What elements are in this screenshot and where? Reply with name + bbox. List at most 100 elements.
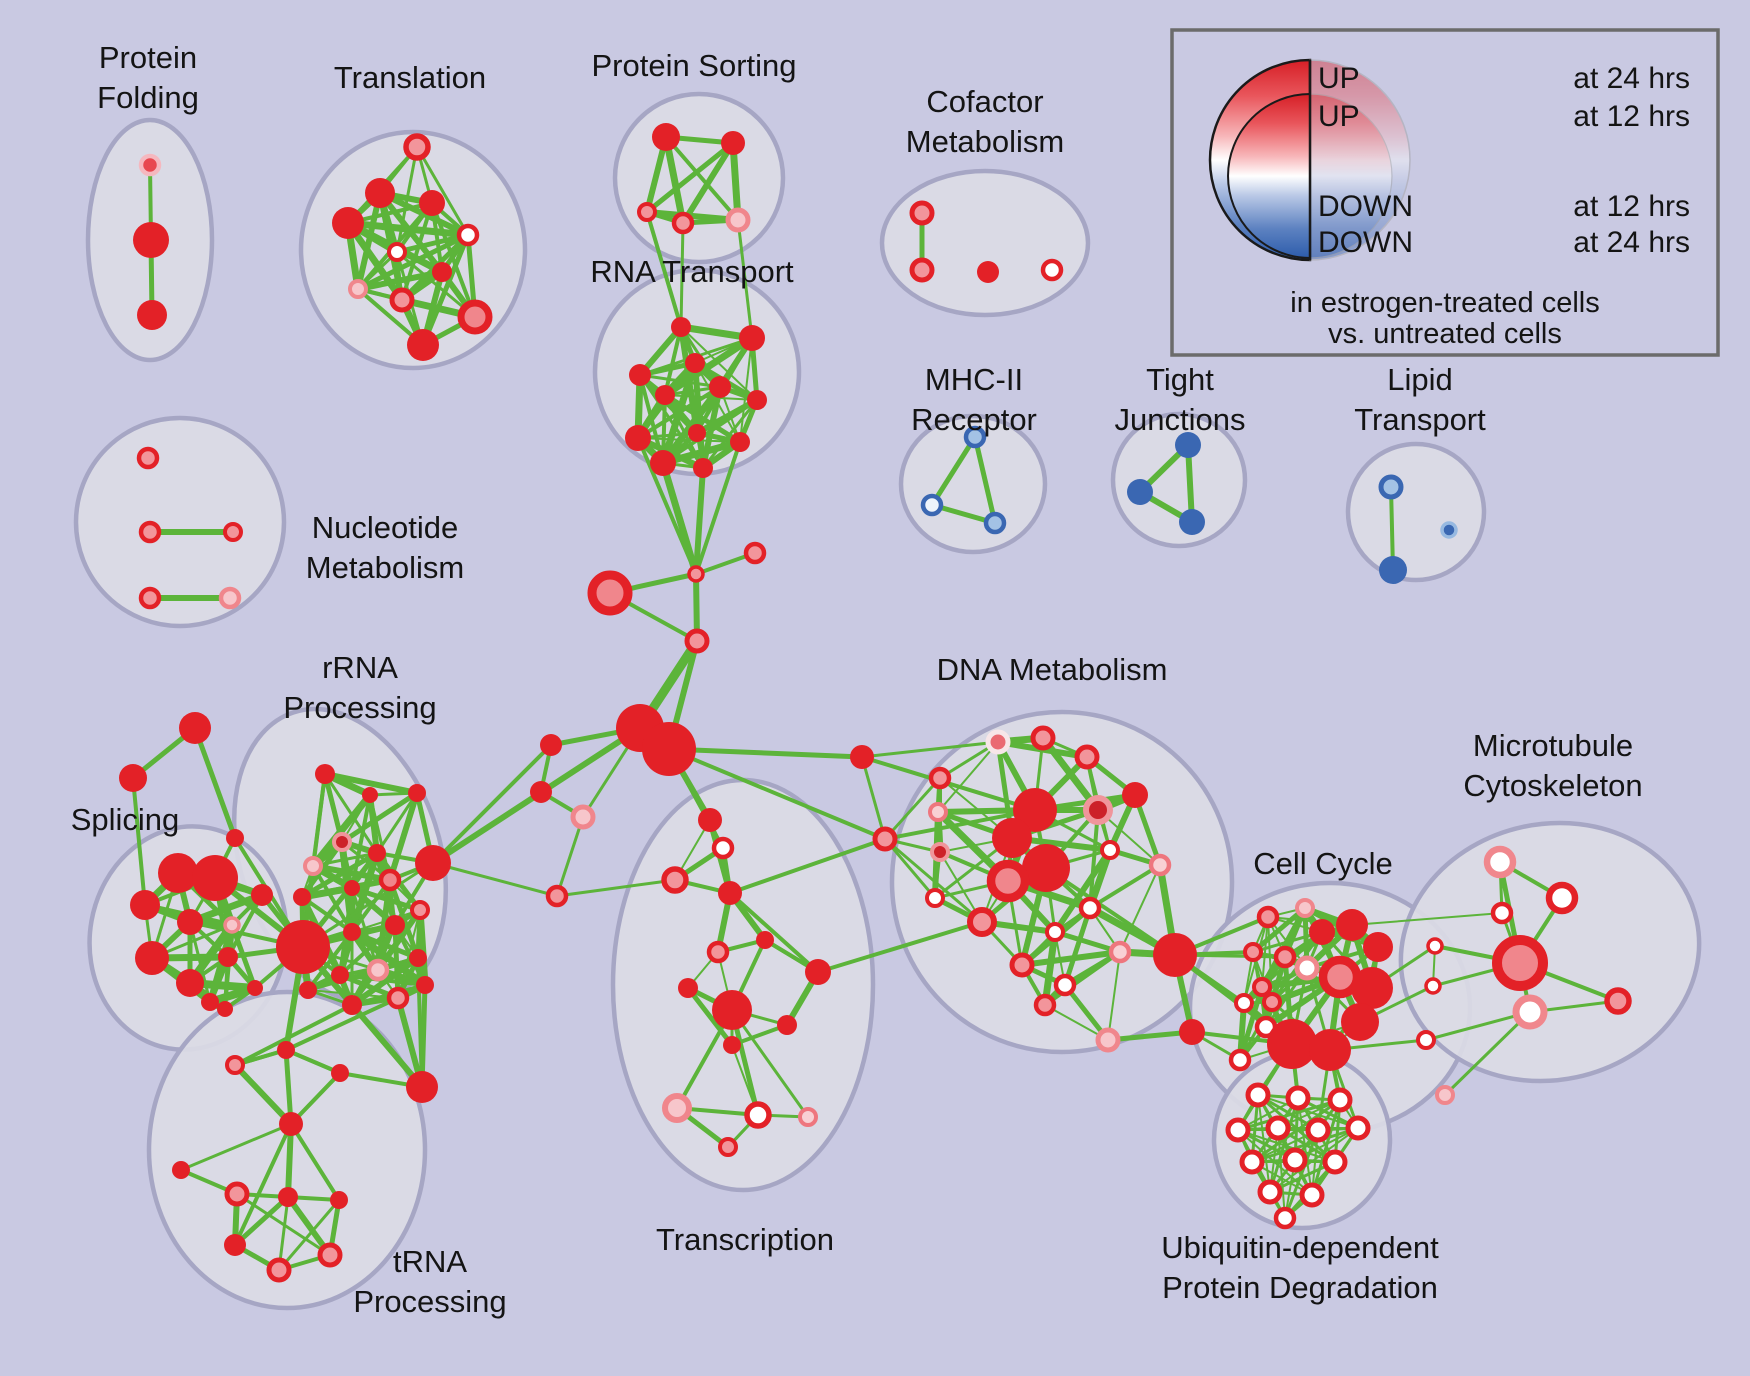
gene-node-connectors-6 xyxy=(540,734,562,756)
gene-node-lipid-1 xyxy=(1379,556,1407,584)
cluster-label-rna_transport: RNA Transport xyxy=(590,254,794,289)
gene-node-cofactor-0 xyxy=(909,200,935,226)
gene-node-dna-5 xyxy=(928,766,952,790)
cluster-label-microtubule: Microtubule Cytoskeleton xyxy=(1463,728,1642,803)
gene-node-microtubule-7 xyxy=(1424,977,1442,995)
edge-dna xyxy=(1088,808,1100,910)
cluster-label-line: RNA Transport xyxy=(590,254,794,289)
gene-node-cellcycle-1 xyxy=(1295,898,1315,918)
gene-node-rrna-0 xyxy=(315,764,335,784)
edge-rrna xyxy=(299,850,380,900)
legend: UP at 24 hrs UP at 12 hrs DOWN at 12 hrs DOWN a… xyxy=(1170,28,1720,357)
edge-transcription xyxy=(730,1008,810,1119)
gene-node-dna-23 xyxy=(1179,1019,1205,1045)
gene-node-ubiquitin-11 xyxy=(1299,1182,1325,1208)
gene-node-cellcycle-4 xyxy=(1363,932,1393,962)
cluster-label-line: Cell Cycle xyxy=(1253,846,1393,881)
gene-node-cofactor-3 xyxy=(1040,258,1064,282)
edge-outliers xyxy=(192,725,238,841)
gene-node-transcription-5 xyxy=(706,940,730,964)
cluster-label-line: MHC-II xyxy=(925,362,1023,397)
edge-dna xyxy=(1044,866,1177,957)
edge-link xyxy=(659,459,700,578)
gene-node-rrna-17 xyxy=(342,995,362,1015)
edge-connectors xyxy=(431,861,559,898)
cluster-label-transcription: Transcription xyxy=(656,1222,834,1257)
cluster-ellipse-microtubule xyxy=(1398,820,1702,1084)
gene-node-rrna-11 xyxy=(385,915,405,935)
gene-node-dna-14 xyxy=(925,888,945,908)
gene-node-dna-11 xyxy=(1100,840,1120,860)
gene-node-outliers-2 xyxy=(226,829,244,847)
gene-node-rna_transport-6 xyxy=(747,390,767,410)
edge-mhc xyxy=(929,434,978,508)
gene-node-trna-3 xyxy=(279,1112,303,1136)
gene-node-rrna-9 xyxy=(276,920,330,974)
gene-node-trna-4 xyxy=(172,1161,190,1179)
gene-node-nucleotide-4 xyxy=(218,586,242,610)
gene-node-trna-1 xyxy=(277,1041,295,1059)
gene-node-transcription-7 xyxy=(712,990,752,1030)
gene-node-microtubule-6 xyxy=(1426,937,1444,955)
edge-protein_sorting xyxy=(662,133,687,227)
gene-node-dna-3 xyxy=(1122,782,1148,808)
gene-node-dna-12 xyxy=(1148,853,1172,877)
edge-link xyxy=(816,920,984,974)
edge-rna_transport xyxy=(661,398,759,465)
edge-rna_transport xyxy=(659,383,724,467)
legend-footer-line-0: in estrogen-treated cells xyxy=(1290,287,1600,319)
edge-translation xyxy=(430,201,477,319)
cluster-label-protein_folding: Protein Folding xyxy=(97,40,199,115)
cluster-label-line: Protein xyxy=(99,40,197,75)
cluster-label-splicing: Splicing xyxy=(71,802,180,837)
cluster-label-mhc: MHC-II Receptor xyxy=(911,362,1037,437)
edge-connectors xyxy=(666,746,865,760)
edge-link xyxy=(131,776,147,907)
gene-node-protein_sorting-2 xyxy=(637,202,657,222)
edge-connectors xyxy=(555,815,585,898)
edge-splicing xyxy=(226,893,264,959)
legend-icon-inner-right xyxy=(1309,93,1393,259)
edge-dna xyxy=(1019,949,1123,968)
edge-rrna xyxy=(419,982,428,1090)
edge-rrna xyxy=(338,923,397,977)
gene-node-outliers-0 xyxy=(179,712,211,744)
edge-cellcycle xyxy=(1250,905,1308,955)
edge-link xyxy=(645,210,683,329)
cluster-label-trna: tRNA Processing xyxy=(353,1244,506,1319)
gene-node-rna_transport-7 xyxy=(625,425,651,451)
gene-node-splicing-10 xyxy=(247,980,263,996)
edge-rna_transport xyxy=(701,398,759,470)
gene-node-protein_sorting-4 xyxy=(725,207,751,233)
gene-node-rrna-10 xyxy=(343,923,361,941)
gene-node-translation-1 xyxy=(365,178,395,208)
gene-node-dna-8 xyxy=(1013,788,1057,832)
cluster-label-protein_sorting: Protein Sorting xyxy=(591,48,796,83)
edge-rna_transport xyxy=(659,438,744,467)
gene-node-translation-8 xyxy=(389,287,415,313)
gene-node-connectors-12 xyxy=(872,826,898,852)
edge-protein_sorting xyxy=(680,140,736,226)
gene-node-connectors-3 xyxy=(684,628,710,654)
gene-node-ubiquitin-9 xyxy=(1322,1149,1348,1175)
gene-node-transcription-9 xyxy=(777,1015,797,1035)
gene-node-microtubule-4 xyxy=(1512,994,1548,1030)
gene-node-rna_transport-4 xyxy=(655,385,675,405)
gene-node-splicing-4 xyxy=(223,916,241,934)
gene-node-cellcycle-13 xyxy=(1234,993,1254,1013)
gene-node-trna-9 xyxy=(317,1242,343,1268)
edge-trna xyxy=(284,1048,342,1075)
gene-node-cellcycle-5 xyxy=(1243,942,1263,962)
gene-node-rna_transport-11 xyxy=(693,458,713,478)
edge-link xyxy=(1351,912,1503,926)
gene-node-dna-21 xyxy=(1053,973,1077,997)
edge-cellcycle xyxy=(1261,916,1269,988)
gene-node-rrna-2 xyxy=(408,784,426,802)
gene-node-splicing-11 xyxy=(217,1001,233,1017)
gene-node-translation-5 xyxy=(387,242,407,262)
edge-dna xyxy=(1107,951,1121,1041)
edge-ubiquitin xyxy=(1250,1126,1360,1164)
gene-node-ubiquitin-5 xyxy=(1305,1117,1331,1143)
gene-node-trna-7 xyxy=(330,1191,348,1209)
